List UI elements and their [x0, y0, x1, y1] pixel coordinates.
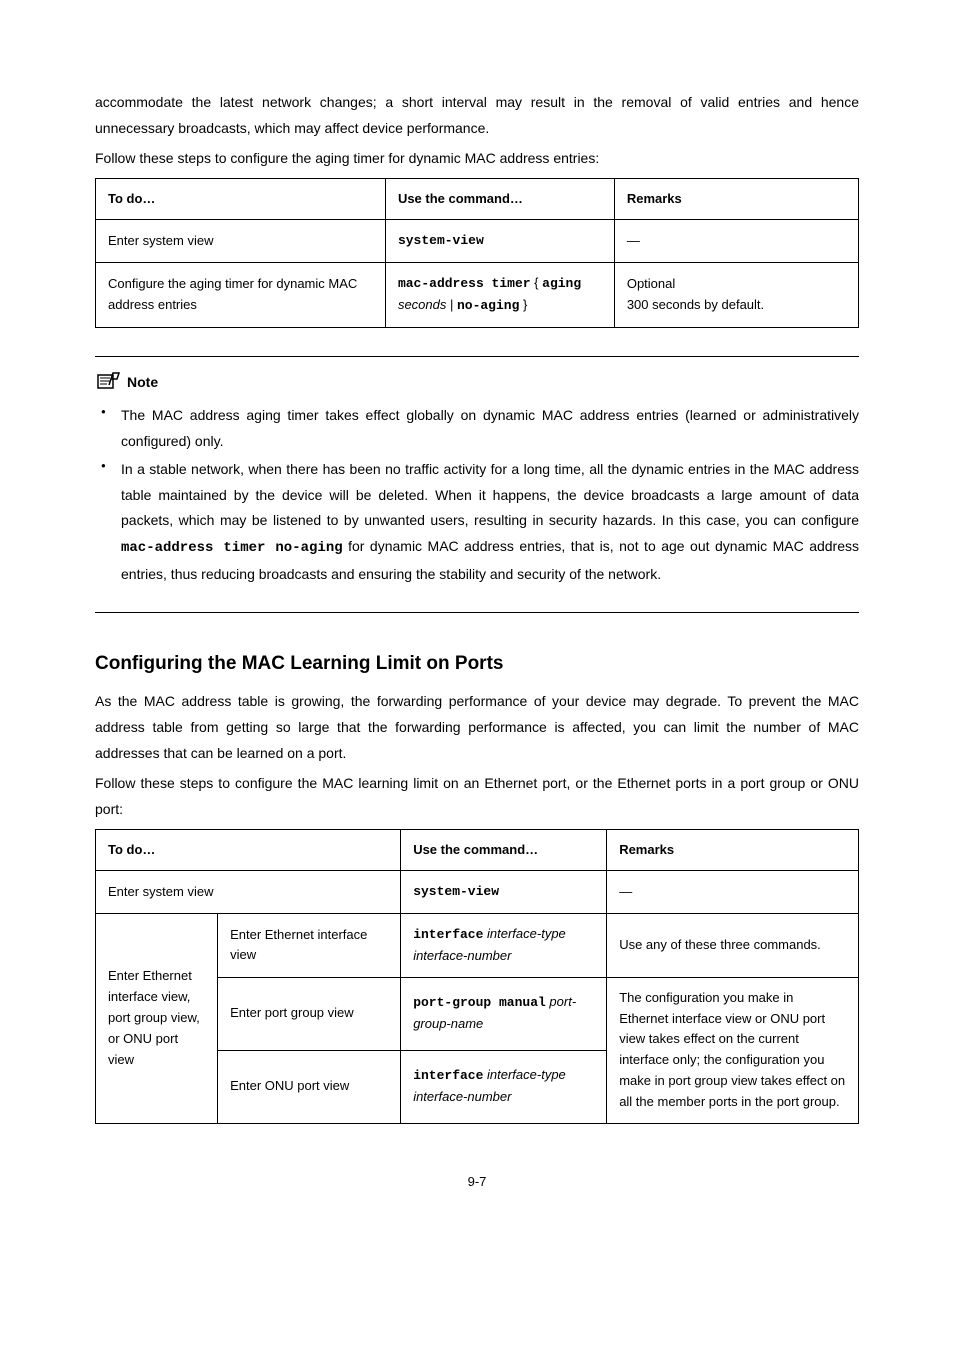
- t2-r3-c2: port-group manual port-group-name: [401, 977, 607, 1050]
- t2-r3-cmd-a: port-group manual: [413, 995, 546, 1010]
- t2-r4-cmd-a: interface: [413, 1068, 483, 1083]
- t2-r4-c1: Enter ONU port view: [218, 1050, 401, 1123]
- note-icon: [95, 371, 121, 393]
- t1-r1-c1: Enter system view: [96, 220, 386, 263]
- aging-timer-table: To do… Use the command… Remarks Enter sy…: [95, 178, 859, 328]
- pipe: |: [446, 297, 457, 312]
- t1-header-remarks: Remarks: [614, 178, 858, 220]
- intro-paragraph-2: Follow these steps to configure the agin…: [95, 146, 859, 172]
- t2-group-label: Enter Ethernet interface view, port grou…: [96, 914, 218, 1123]
- note-label: Note: [127, 374, 158, 390]
- t2-r3-c1: Enter port group view: [218, 977, 401, 1050]
- t1-r2-c3: Optional 300 seconds by default.: [614, 263, 858, 328]
- section-title: Configuring the MAC Learning Limit on Po…: [95, 653, 859, 675]
- t1-r2-cmd-noaging: no-aging: [457, 298, 519, 313]
- t2-header-command: Use the command…: [401, 829, 607, 871]
- t2-r1-c3: —: [607, 871, 859, 914]
- t2-r2-c3: Use any of these three commands.: [607, 914, 859, 978]
- t2-r1-cmd: system-view: [413, 884, 499, 899]
- t1-r2-cmd-prefix: mac-address timer: [398, 276, 531, 291]
- t2-r3-c3: The configuration you make in Ethernet i…: [607, 977, 859, 1123]
- t1-r1-c2-cmd: system-view: [398, 233, 484, 248]
- t2-r2-c1: Enter Ethernet interface view: [218, 914, 401, 978]
- t1-r1-c3: —: [614, 220, 858, 263]
- t2-r2-cmd-a: interface: [413, 927, 483, 942]
- t1-r2-c3b: 300 seconds by default.: [627, 295, 846, 316]
- t2-r1-c2: system-view: [401, 871, 607, 914]
- t1-r2-cmd-aging: aging: [542, 276, 581, 291]
- t2-r1-c1: Enter system view: [96, 871, 401, 914]
- note-bullet-2: In a stable network, when there has been…: [95, 457, 859, 588]
- t1-r2-c3a: Optional: [627, 274, 846, 295]
- t2-r4-c2: interface interface-type interface-numbe…: [401, 1050, 607, 1123]
- brace-open: {: [531, 275, 543, 290]
- intro-paragraph-1: accommodate the latest network changes; …: [95, 90, 859, 142]
- t1-r2-c2: mac-address timer { aging seconds | no-a…: [385, 263, 614, 328]
- t1-header-command: Use the command…: [385, 178, 614, 220]
- t1-header-todo: To do…: [96, 178, 386, 220]
- t2-r2-c2: interface interface-type interface-numbe…: [401, 914, 607, 978]
- t1-r2-c1: Configure the aging timer for dynamic MA…: [96, 263, 386, 328]
- t1-r1-c2: system-view: [385, 220, 614, 263]
- mac-learning-table: To do… Use the command… Remarks Enter sy…: [95, 829, 859, 1124]
- note-bullet-1: The MAC address aging timer takes effect…: [95, 403, 859, 455]
- note-bullets: The MAC address aging timer takes effect…: [95, 403, 859, 588]
- t1-r2-cmd-seconds: seconds: [398, 297, 446, 312]
- section-p2: Follow these steps to configure the MAC …: [95, 771, 859, 823]
- note-block: Note The MAC address aging timer takes e…: [95, 356, 859, 613]
- page-number: 9-7: [95, 1174, 859, 1189]
- note-b2-cmd: mac-address timer no-aging: [121, 540, 343, 556]
- section-p1: As the MAC address table is growing, the…: [95, 689, 859, 767]
- t2-header-remarks: Remarks: [607, 829, 859, 871]
- t2-header-todo: To do…: [96, 829, 401, 871]
- brace-close: }: [519, 297, 527, 312]
- note-header: Note: [95, 371, 859, 393]
- note-b2-pre: In a stable network, when there has been…: [121, 461, 859, 529]
